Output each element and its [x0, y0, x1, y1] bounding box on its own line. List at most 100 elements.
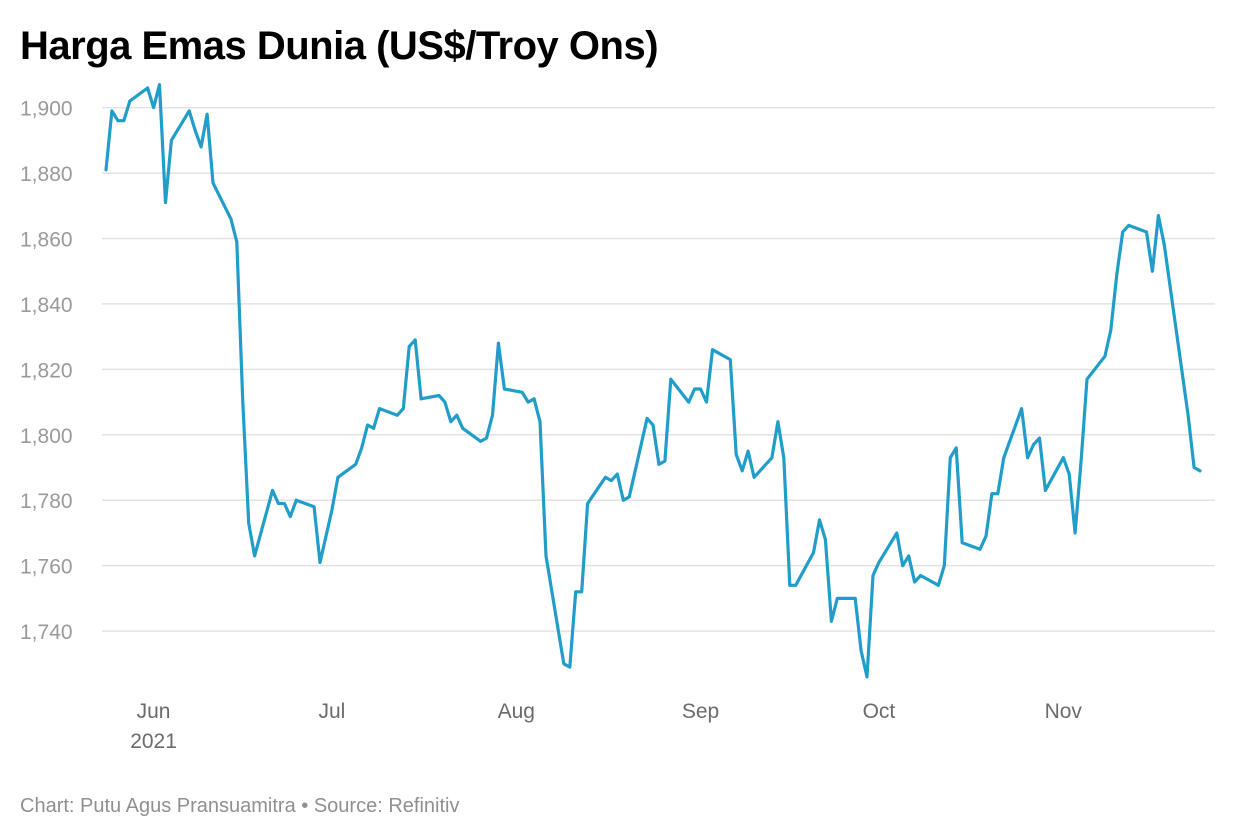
data-point	[1067, 472, 1071, 476]
data-point	[663, 459, 667, 463]
data-point	[211, 181, 215, 185]
x-tick-label: Nov	[1045, 700, 1083, 723]
chart-title: Harga Emas Dunia (US$/Troy Ons)	[20, 24, 659, 68]
data-point	[776, 420, 780, 424]
data-point	[170, 138, 173, 142]
data-point	[610, 479, 613, 482]
data-point	[746, 449, 750, 453]
data-point	[312, 505, 316, 509]
data-point	[782, 456, 786, 460]
data-point	[1103, 354, 1107, 358]
data-point	[449, 420, 453, 424]
data-point	[1151, 269, 1154, 273]
data-point	[1157, 214, 1160, 218]
data-point	[1073, 531, 1077, 535]
data-point	[283, 502, 286, 505]
data-point	[372, 426, 375, 430]
data-point	[544, 554, 548, 558]
footer-source: Source: Refinitiv	[313, 795, 460, 817]
data-point	[978, 547, 982, 551]
data-point	[479, 439, 482, 443]
data-point	[835, 597, 839, 600]
data-point	[824, 538, 827, 541]
data-point	[645, 417, 649, 420]
data-point	[853, 597, 857, 600]
chart-footer: Chart: Putu Agus Pransuamitra • Source: …	[20, 795, 459, 818]
data-point	[443, 400, 447, 404]
x-axis-ticks: Jun 2021 Jul Aug Sep Oct Nov	[130, 700, 1082, 753]
data-point	[455, 413, 459, 417]
data-point	[687, 400, 691, 404]
data-point	[1002, 456, 1006, 460]
data-point	[330, 508, 334, 512]
data-point	[770, 456, 774, 460]
data-point	[877, 561, 881, 564]
data-point	[241, 400, 245, 404]
data-point	[503, 387, 506, 391]
data-point	[288, 515, 292, 518]
data-point	[865, 675, 869, 679]
data-point	[1044, 489, 1047, 492]
data-point	[538, 420, 542, 424]
y-tick-label: 1,860	[20, 229, 73, 252]
footer-separator: •	[301, 795, 309, 817]
data-point	[859, 649, 863, 653]
data-point	[901, 564, 905, 568]
data-point	[146, 86, 150, 90]
footer-credit: Chart: Putu Agus Pransuamitra	[20, 795, 296, 817]
y-tick-label: 1,760	[20, 556, 73, 579]
data-point	[247, 521, 251, 525]
y-tick-label: 1,800	[20, 425, 73, 448]
data-point	[669, 377, 673, 381]
data-point	[461, 426, 465, 430]
data-point	[324, 534, 328, 538]
data-point	[419, 397, 423, 401]
x-tick-label: Jul	[319, 700, 346, 723]
data-point	[491, 413, 494, 417]
data-point	[1186, 413, 1190, 417]
y-tick-label: 1,880	[20, 163, 73, 186]
data-point	[407, 345, 411, 348]
data-point	[586, 502, 589, 505]
data-point	[1162, 243, 1166, 247]
x-tick-label: Sep	[682, 700, 719, 723]
data-point	[110, 109, 114, 113]
data-point	[1038, 436, 1041, 440]
y-tick-label: 1,820	[20, 359, 73, 382]
y-axis-ticks: 1,740 1,760 1,780 1,800 1,820 1,840 1,860 1,880…	[20, 98, 73, 644]
x-tick-sublabel: 2021	[130, 730, 177, 753]
data-point	[532, 397, 536, 401]
data-point	[1079, 459, 1083, 463]
data-point	[229, 217, 233, 221]
data-point	[574, 590, 578, 594]
data-point	[526, 400, 530, 404]
x-tick-label: Aug	[498, 700, 535, 723]
data-point	[711, 348, 714, 352]
data-point	[895, 531, 899, 535]
data-point	[615, 472, 619, 476]
x-tick-label: Jun	[137, 700, 171, 723]
data-point	[705, 400, 708, 404]
x-tick-label: Oct	[863, 700, 896, 723]
data-point	[413, 338, 417, 342]
data-point	[1145, 230, 1148, 234]
data-point	[294, 498, 298, 502]
data-point	[562, 662, 566, 666]
data-point	[116, 119, 120, 123]
gridlines	[102, 106, 1215, 632]
line-chart: 1,740 1,760 1,780 1,800 1,820 1,840 1,860 1,880…	[20, 83, 1215, 753]
data-point	[497, 341, 500, 345]
data-point	[937, 583, 940, 587]
data-point	[699, 387, 702, 391]
data-point	[954, 446, 958, 450]
data-point	[794, 583, 798, 587]
data-point	[1085, 377, 1089, 381]
data-point	[604, 475, 607, 479]
data-point	[657, 462, 661, 466]
data-point	[122, 119, 126, 123]
data-point	[728, 358, 732, 361]
data-point	[1032, 443, 1035, 446]
data-point	[437, 394, 441, 397]
data-point	[199, 145, 203, 149]
data-point	[996, 492, 1000, 496]
